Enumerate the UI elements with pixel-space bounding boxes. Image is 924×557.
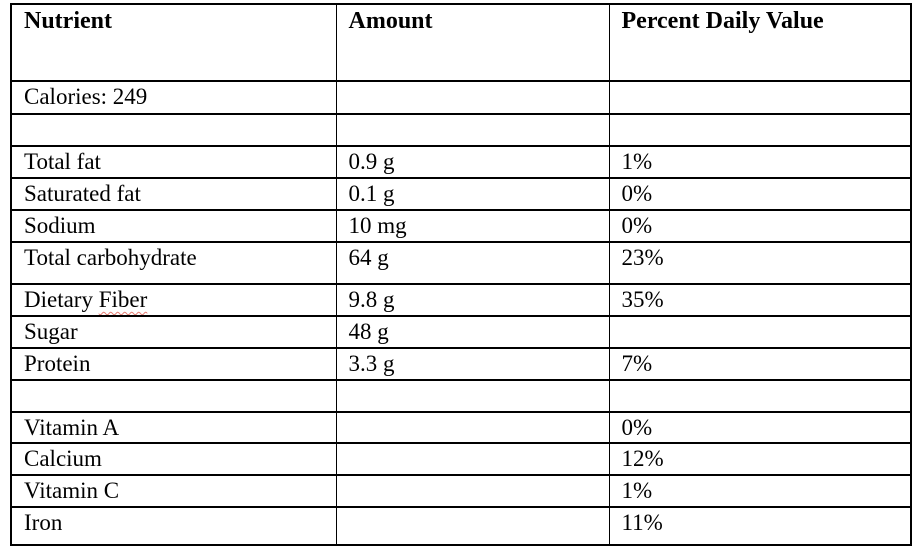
row-vitamin-c: Vitamin C 1%: [10, 474, 912, 509]
column-header-amount: Amount: [335, 3, 610, 82]
nutrient-cell: Protein: [10, 346, 337, 381]
row-spacer-1: [10, 113, 912, 147]
row-sugar: Sugar 48 g: [10, 314, 912, 349]
amount-cell: [335, 506, 610, 547]
column-header-percent-daily-value: Percent Daily Value: [608, 3, 912, 82]
pdv-cell: 35%: [608, 282, 912, 317]
amount-cell: [335, 410, 610, 445]
nutrient-cell: Total fat: [10, 145, 337, 179]
row-saturated-fat: Saturated fat 0.1 g 0%: [10, 177, 912, 211]
nutrient-cell: [10, 113, 337, 147]
amount-cell: 0.1 g: [335, 177, 610, 211]
nutrient-cell: Total carbohydrate: [10, 240, 337, 285]
nutrient-cell: [10, 378, 337, 413]
pdv-cell: 1%: [608, 145, 912, 179]
pdv-cell: 23%: [608, 240, 912, 285]
nutrition-table: Nutrient Amount Percent Daily Value Calo…: [10, 3, 912, 547]
spellcheck-flagged-word: Fiber: [98, 286, 148, 312]
nutrient-cell: Calcium: [10, 442, 337, 477]
row-sodium: Sodium 10 mg 0%: [10, 209, 912, 243]
row-vitamin-a: Vitamin A 0%: [10, 410, 912, 445]
nutrient-cell: Sugar: [10, 314, 337, 349]
amount-cell: 3.3 g: [335, 346, 610, 381]
amount-cell: [335, 378, 610, 413]
amount-cell: 9.8 g: [335, 282, 610, 317]
nutrient-cell: Saturated fat: [10, 177, 337, 211]
row-total-fat: Total fat 0.9 g 1%: [10, 145, 912, 179]
pdv-cell: [608, 314, 912, 349]
amount-cell: [335, 80, 610, 115]
row-total-carbohydrate: Total carbohydrate 64 g 23%: [10, 240, 912, 285]
nutrient-cell: Sodium: [10, 209, 337, 243]
pdv-cell: 0%: [608, 209, 912, 243]
table-header-row: Nutrient Amount Percent Daily Value: [10, 3, 912, 82]
column-header-nutrient: Nutrient: [10, 3, 337, 82]
nutrient-cell: Calories: 249: [10, 80, 337, 115]
pdv-cell: 12%: [608, 442, 912, 477]
row-spacer-2: [10, 378, 912, 413]
nutrient-cell: Vitamin A: [10, 410, 337, 445]
pdv-cell: 0%: [608, 410, 912, 445]
nutrient-cell: Dietary Fiber: [10, 282, 337, 317]
amount-cell: [335, 113, 610, 147]
amount-cell: 64 g: [335, 240, 610, 285]
amount-cell: 48 g: [335, 314, 610, 349]
pdv-cell: 1%: [608, 474, 912, 509]
nutrient-text: Dietary: [24, 286, 99, 312]
pdv-cell: 7%: [608, 346, 912, 381]
amount-cell: [335, 474, 610, 509]
pdv-cell: [608, 113, 912, 147]
amount-cell: [335, 442, 610, 477]
amount-cell: 0.9 g: [335, 145, 610, 179]
row-protein: Protein 3.3 g 7%: [10, 346, 912, 381]
row-iron: Iron 11%: [10, 506, 912, 547]
nutrient-cell: Iron: [10, 506, 337, 547]
pdv-cell: [608, 80, 912, 115]
nutrient-cell: Vitamin C: [10, 474, 337, 509]
pdv-cell: [608, 378, 912, 413]
amount-cell: 10 mg: [335, 209, 610, 243]
row-calories: Calories: 249: [10, 80, 912, 115]
pdv-cell: 0%: [608, 177, 912, 211]
pdv-cell: 11%: [608, 506, 912, 547]
row-calcium: Calcium 12%: [10, 442, 912, 477]
row-dietary-fiber: Dietary Fiber 9.8 g 35%: [10, 282, 912, 317]
